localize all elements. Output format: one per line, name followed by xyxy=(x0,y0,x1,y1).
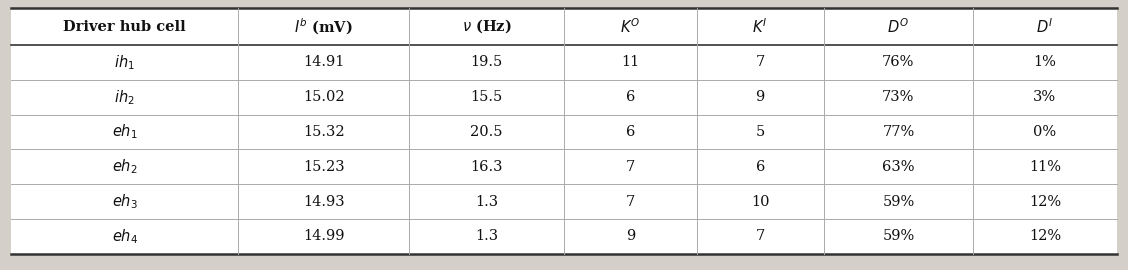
Text: $\mathit{K}^O$: $\mathit{K}^O$ xyxy=(620,17,641,36)
Text: 59%: 59% xyxy=(882,230,915,243)
Text: 77%: 77% xyxy=(882,125,915,139)
Text: $\mathit{I}^b$ (mV): $\mathit{I}^b$ (mV) xyxy=(294,16,353,37)
Text: 15.23: 15.23 xyxy=(302,160,344,174)
Text: 3%: 3% xyxy=(1033,90,1057,104)
Text: 1.3: 1.3 xyxy=(475,230,499,243)
Text: 7: 7 xyxy=(626,160,635,174)
Text: 14.93: 14.93 xyxy=(302,195,344,209)
Text: 6: 6 xyxy=(626,125,635,139)
Text: 15.32: 15.32 xyxy=(302,125,344,139)
Text: 6: 6 xyxy=(626,90,635,104)
Text: 15.5: 15.5 xyxy=(470,90,503,104)
Text: $\mathit{eh}_3$: $\mathit{eh}_3$ xyxy=(112,192,138,211)
Text: 11%: 11% xyxy=(1029,160,1060,174)
Text: 15.02: 15.02 xyxy=(302,90,344,104)
Text: 16.3: 16.3 xyxy=(470,160,503,174)
Text: 12%: 12% xyxy=(1029,195,1061,209)
Text: $\mathit{eh}_2$: $\mathit{eh}_2$ xyxy=(112,157,138,176)
Text: 63%: 63% xyxy=(882,160,915,174)
Text: $\mathit{ih}_2$: $\mathit{ih}_2$ xyxy=(114,88,135,107)
Text: 10: 10 xyxy=(751,195,769,209)
Text: $\mathit{eh}_1$: $\mathit{eh}_1$ xyxy=(112,123,138,141)
Text: $\mathit{ih}_1$: $\mathit{ih}_1$ xyxy=(114,53,135,72)
Text: 7: 7 xyxy=(626,195,635,209)
Text: 73%: 73% xyxy=(882,90,915,104)
Text: $\mathit{D}^O$: $\mathit{D}^O$ xyxy=(888,17,909,36)
Text: 9: 9 xyxy=(756,90,765,104)
Text: 5: 5 xyxy=(756,125,765,139)
Text: 14.99: 14.99 xyxy=(302,230,344,243)
Text: Driver hub cell: Driver hub cell xyxy=(63,19,186,33)
Text: $\nu$ (Hz): $\nu$ (Hz) xyxy=(461,18,511,35)
Text: 20.5: 20.5 xyxy=(470,125,503,139)
Text: 19.5: 19.5 xyxy=(470,55,503,69)
Text: $\mathit{eh}_4$: $\mathit{eh}_4$ xyxy=(112,227,138,246)
Text: 9: 9 xyxy=(626,230,635,243)
Text: 6: 6 xyxy=(756,160,765,174)
Text: 1%: 1% xyxy=(1033,55,1056,69)
Text: 14.91: 14.91 xyxy=(303,55,344,69)
Text: 12%: 12% xyxy=(1029,230,1061,243)
Text: 7: 7 xyxy=(756,55,765,69)
Text: 0%: 0% xyxy=(1033,125,1057,139)
Text: 59%: 59% xyxy=(882,195,915,209)
Text: $\mathit{K}^I$: $\mathit{K}^I$ xyxy=(752,17,768,36)
Text: 7: 7 xyxy=(756,230,765,243)
Text: 11: 11 xyxy=(622,55,640,69)
Text: $\mathit{D}^I$: $\mathit{D}^I$ xyxy=(1037,17,1054,36)
Text: 76%: 76% xyxy=(882,55,915,69)
Text: 1.3: 1.3 xyxy=(475,195,499,209)
